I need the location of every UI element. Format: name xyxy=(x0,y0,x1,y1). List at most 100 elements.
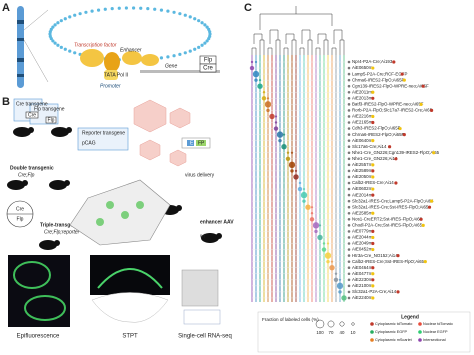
reporter-icon xyxy=(419,217,423,221)
dot xyxy=(312,222,320,229)
dendrogram-branch xyxy=(315,47,321,55)
line-name: AiE0779m xyxy=(352,229,373,234)
nucleosome xyxy=(200,43,204,47)
line-name: AiE2049m xyxy=(352,241,373,246)
reporter-icon xyxy=(371,211,375,215)
label: Promoter xyxy=(100,83,121,89)
reporter-icon xyxy=(371,193,375,197)
dot xyxy=(326,259,330,264)
nucleosome xyxy=(166,9,170,13)
panel-label: A xyxy=(2,2,10,14)
mouse-head xyxy=(28,127,34,133)
dot xyxy=(262,91,266,94)
legend-title: Legend xyxy=(401,314,419,320)
reporter-icon xyxy=(396,254,400,258)
row-icon xyxy=(347,60,351,64)
size-legend-label: 100 xyxy=(316,330,324,335)
dendrogram-branch xyxy=(267,47,273,55)
row-icon xyxy=(347,97,351,100)
label: Flp xyxy=(204,58,213,64)
reporter-icon xyxy=(423,260,427,264)
nucleosome xyxy=(139,6,143,10)
nucleosome xyxy=(63,47,67,51)
legend-swatch xyxy=(370,330,374,334)
reporter-icon xyxy=(371,114,375,119)
nucleosome xyxy=(153,7,157,11)
nucleosome xyxy=(56,21,60,25)
row-icon xyxy=(347,218,351,221)
reporter-icon xyxy=(371,272,375,276)
reporter-icon xyxy=(371,278,375,282)
dendrogram-branch xyxy=(259,13,333,30)
reporter-icon xyxy=(371,296,375,300)
label: Double transgenic xyxy=(10,165,54,171)
reporter-icon xyxy=(421,223,425,227)
line-name: AiE2044m xyxy=(352,235,373,240)
line-name: Slc32a1-P2A-Cre;Ai14 xyxy=(352,289,397,294)
reporter-icon xyxy=(371,169,375,173)
line-name: Nhe1-Cre_GN226;Cgn139-IRES2-FlpO;Ai65 xyxy=(352,150,440,155)
row-icon xyxy=(347,103,351,106)
reporter-icon xyxy=(371,139,375,143)
dendrogram-branch xyxy=(333,29,343,44)
reporter-icon xyxy=(371,187,375,191)
size-legend-label: 70 xyxy=(329,330,334,335)
reporter-icon xyxy=(432,151,436,155)
nucleosome xyxy=(110,7,114,11)
transgene-boxes xyxy=(13,98,211,151)
legend-label: Cytoplasmic EGFP xyxy=(375,330,408,334)
nucleosome xyxy=(49,27,53,31)
size-legend-label: 10 xyxy=(351,330,356,335)
row-icon xyxy=(347,151,351,155)
reporter-icon xyxy=(427,205,432,209)
mouse-head xyxy=(64,180,70,186)
nucleosome xyxy=(172,54,176,58)
label: Cre xyxy=(203,66,213,72)
row-icon xyxy=(347,115,351,118)
row-icon xyxy=(347,278,351,282)
size-legend-dot xyxy=(327,320,335,328)
dendrogram-branch xyxy=(269,29,279,44)
line-name: Slc32a1-IRES-Cre;Sst-IRES-FlpO;Ai65 xyxy=(352,204,429,209)
dot xyxy=(309,217,315,222)
nucleosome xyxy=(84,10,88,14)
nucleosome xyxy=(68,49,72,53)
row-icon xyxy=(347,84,351,88)
dendrogram-branch xyxy=(301,29,311,44)
label: Flp transgene xyxy=(34,106,65,112)
dot xyxy=(333,277,339,282)
row-icon xyxy=(347,266,351,270)
nucleosome xyxy=(203,41,207,45)
protein-complex xyxy=(80,49,220,80)
dot xyxy=(338,290,342,294)
dendrogram-branch xyxy=(317,33,327,44)
panel-label: B xyxy=(2,96,10,108)
label: Gene xyxy=(165,63,177,69)
reporter-icon xyxy=(388,145,392,149)
row-icon xyxy=(347,205,351,209)
nucleosome xyxy=(172,10,176,14)
dot xyxy=(334,272,338,275)
row-icon xyxy=(347,193,351,197)
nucleosome xyxy=(78,12,82,16)
dot xyxy=(338,278,342,281)
dot xyxy=(317,234,323,241)
legend-swatch xyxy=(418,322,422,326)
nucleosome xyxy=(73,51,77,55)
line-name: Chodl-P2A-Cre;Sst-IRES-FlpO;Ai65 xyxy=(352,223,423,228)
nucleosome xyxy=(183,13,187,17)
label: Enhancer xyxy=(120,47,142,53)
nucleosome xyxy=(193,17,197,21)
line-name: AiE2240m xyxy=(352,295,373,300)
reporter-icon xyxy=(371,284,375,288)
mouse-head xyxy=(176,205,182,211)
dendrogram-branch xyxy=(283,47,289,55)
dot xyxy=(273,126,279,131)
row-icon xyxy=(347,290,351,294)
nucleosome xyxy=(146,7,150,11)
row-icon xyxy=(347,121,351,124)
nucleosome xyxy=(124,6,129,10)
reporter-icon xyxy=(398,126,402,131)
dot xyxy=(329,265,335,271)
dot xyxy=(294,169,298,172)
